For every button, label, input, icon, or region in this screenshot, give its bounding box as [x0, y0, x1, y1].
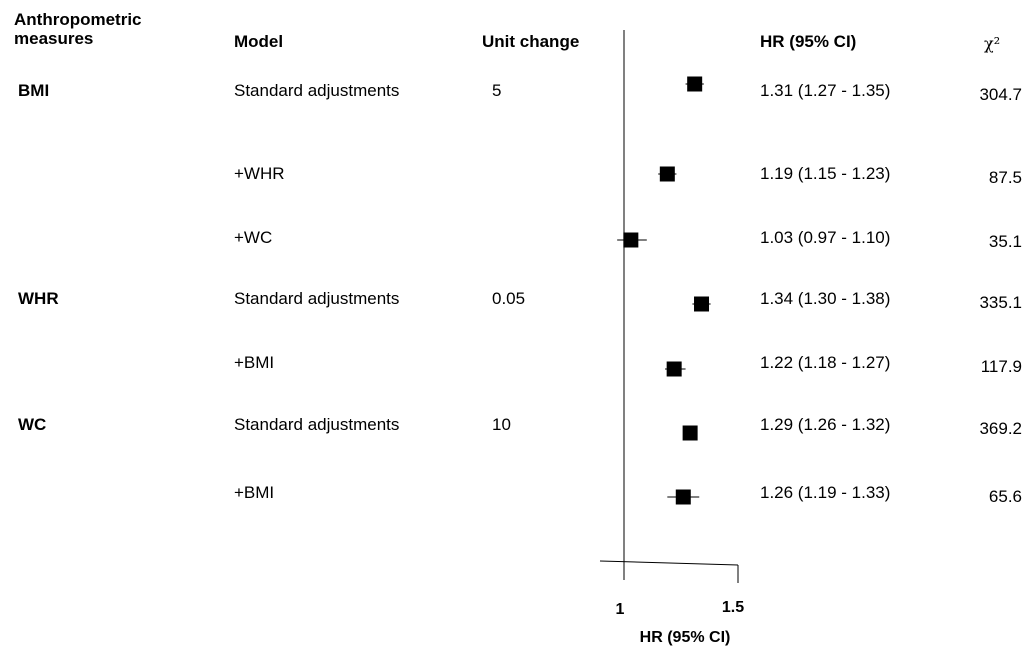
- x-tick-label: 1: [616, 601, 625, 618]
- row-model: Standard adjustments: [234, 81, 400, 100]
- row-hr-ci: 1.22 (1.18 - 1.27): [760, 353, 891, 372]
- header-chi: χ²: [984, 34, 1001, 53]
- row-chi-square: 304.7: [979, 85, 1022, 104]
- row-unit-change: 0.05: [492, 289, 526, 308]
- row-model: Standard adjustments: [234, 415, 400, 434]
- hr-point-marker: [666, 361, 682, 377]
- row-hr-ci: 1.26 (1.19 - 1.33): [760, 483, 891, 502]
- row-chi-square: 35.1: [988, 232, 1022, 251]
- hr-point-marker: [687, 76, 703, 92]
- x-tick-label: 1.5: [722, 599, 744, 616]
- row-unit-change: 10: [492, 415, 511, 434]
- hr-point-marker: [623, 232, 639, 248]
- row-hr-ci: 1.03 (0.97 - 1.10): [760, 228, 891, 247]
- row-chi-square: 117.9: [980, 357, 1022, 376]
- hr-point-marker: [675, 489, 691, 505]
- row-chi-square: 369.2: [979, 419, 1022, 438]
- header-model: Model: [234, 32, 284, 51]
- row-model: +WHR: [234, 164, 285, 183]
- row-chi-square: 335.1: [979, 293, 1022, 312]
- x-axis-line: [599, 560, 739, 566]
- row-hr-ci: 1.19 (1.15 - 1.23): [760, 164, 891, 183]
- row-chi-square: 65.6: [988, 487, 1022, 506]
- header-unit-change: Unit change: [482, 32, 580, 51]
- header-measure-line1: Anthropometric: [14, 10, 142, 29]
- row-chi-square: 87.5: [988, 168, 1022, 187]
- row-unit-change: 5: [492, 81, 502, 100]
- row-model: +BMI: [234, 353, 275, 372]
- row-model: Standard adjustments: [234, 289, 400, 308]
- header-measure-line2: measures: [14, 29, 94, 48]
- hr-point-marker: [659, 166, 675, 182]
- row-model: +BMI: [234, 483, 275, 502]
- hr-point-marker: [694, 296, 710, 312]
- row-measure: WC: [18, 415, 47, 434]
- row-measure: BMI: [18, 81, 50, 100]
- row-hr-ci: 1.31 (1.27 - 1.35): [760, 81, 891, 100]
- header-hr: HR (95% CI): [760, 32, 857, 51]
- row-hr-ci: 1.29 (1.26 - 1.32): [760, 415, 891, 434]
- header-measure: Anthropometric measures: [14, 10, 142, 48]
- hr-point-marker: [682, 425, 698, 441]
- row-measure: WHR: [18, 289, 59, 308]
- x-axis-title: HR (95% CI): [640, 629, 731, 646]
- row-hr-ci: 1.34 (1.30 - 1.38): [760, 289, 891, 308]
- row-model: +WC: [234, 228, 273, 247]
